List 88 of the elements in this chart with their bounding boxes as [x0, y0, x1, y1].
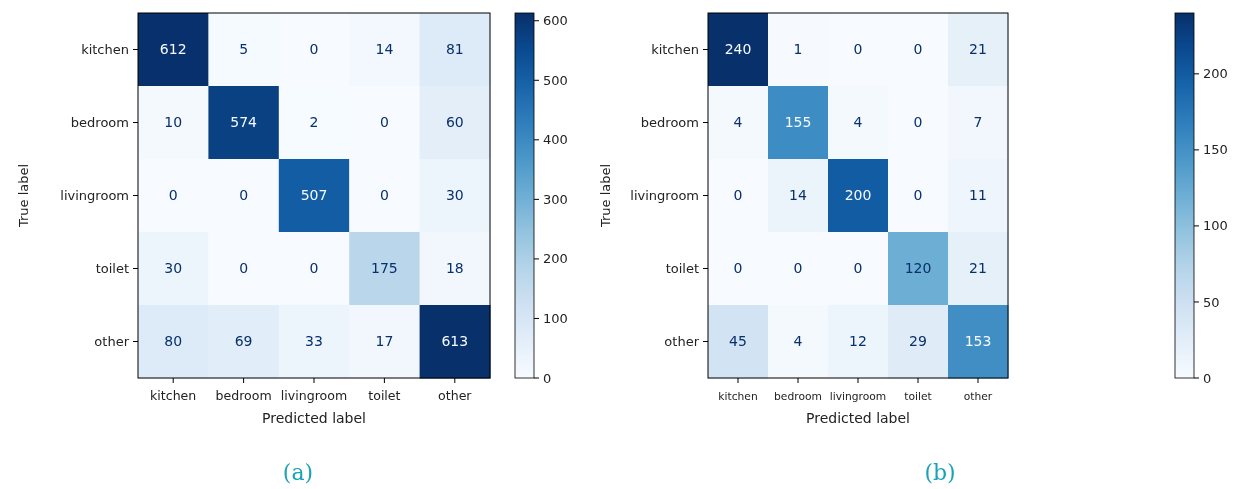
color-bar-label: 0	[1203, 370, 1212, 386]
data-label: 33	[305, 333, 323, 350]
color-bar-label: 200	[1203, 66, 1228, 82]
y-axis-title: True label	[16, 163, 31, 229]
data-label: 30	[164, 260, 183, 277]
data-label: 507	[300, 187, 328, 204]
data-label: 4	[733, 114, 743, 131]
data-label: 17	[375, 333, 394, 350]
color-bar-label: 200	[543, 251, 568, 267]
data-label: 30	[445, 187, 464, 204]
x-tick-label: livingroom	[280, 388, 348, 403]
data-label: 29	[909, 333, 927, 350]
y-tick-label: other	[94, 334, 130, 350]
x-tick-label: toilet	[904, 390, 932, 403]
y-tick-label: bedroom	[70, 115, 129, 131]
text: (a)	[282, 460, 314, 485]
color-bar-label: 150	[1203, 142, 1228, 158]
data-label: 0	[239, 187, 249, 204]
data-label: 153	[964, 333, 992, 350]
data-label: 0	[913, 187, 923, 204]
x-tick-label: kitchen	[718, 390, 758, 403]
color-bar-label: 600	[543, 13, 568, 29]
data-label: 0	[309, 41, 319, 58]
data-label: 613	[441, 333, 469, 350]
y-tick-label: livingroom	[630, 188, 699, 204]
data-label: 2	[309, 114, 319, 131]
data-label: 45	[729, 333, 747, 350]
color-bar-label: 100	[543, 311, 568, 327]
data-label: 0	[853, 260, 863, 277]
data-label: 0	[733, 187, 743, 204]
data-label: 612	[159, 41, 187, 58]
y-axis-title: True label	[598, 163, 613, 229]
data-label: 12	[849, 333, 867, 350]
data-label: 69	[234, 333, 253, 350]
data-label: 0	[733, 260, 743, 277]
data-label: 21	[969, 41, 987, 58]
x-tick-label: livingroom	[829, 390, 887, 403]
color-bar-label: 500	[543, 72, 568, 88]
data-label: 81	[445, 41, 464, 58]
x-axis-title: Predicted label	[261, 410, 367, 426]
data-label: 14	[375, 41, 394, 58]
data-label: 0	[379, 187, 389, 204]
y-tick-label: kitchen	[81, 42, 129, 58]
color-bar-label: 100	[1203, 218, 1228, 234]
y-tick-label: livingroom	[60, 188, 129, 204]
x-tick-label: bedroom	[774, 390, 822, 403]
data-label: 0	[379, 114, 389, 131]
data-label: 5	[239, 41, 249, 58]
data-label: 21	[969, 260, 987, 277]
data-label: 0	[309, 260, 319, 277]
data-label: 60	[445, 114, 464, 131]
data-label: 10	[164, 114, 183, 131]
data-label: 0	[168, 187, 178, 204]
y-tick-label: bedroom	[640, 115, 699, 131]
y-tick-label: toilet	[665, 261, 699, 277]
data-label: 11	[969, 187, 987, 204]
data-label: 0	[793, 260, 803, 277]
x-tick-label: kitchen	[150, 388, 197, 403]
data-label: 155	[784, 114, 812, 131]
data-label: 80	[164, 333, 183, 350]
data-label: 200	[844, 187, 872, 204]
data-label: 18	[445, 260, 464, 277]
x-tick-label: other	[438, 388, 473, 403]
data-label: 120	[904, 260, 932, 277]
data-label: 7	[973, 114, 983, 131]
data-label: 4	[853, 114, 863, 131]
color-bar-label: 0	[543, 370, 552, 386]
text: (b)	[924, 460, 956, 485]
x-axis-title: Predicted label	[805, 410, 911, 426]
data-label: 14	[789, 187, 807, 204]
color-bar-label: 50	[1203, 294, 1220, 310]
data-label: 1	[793, 41, 803, 58]
x-tick-label: toilet	[368, 388, 401, 403]
y-tick-label: other	[664, 334, 700, 350]
data-label: 0	[239, 260, 249, 277]
data-label: 4	[793, 333, 803, 350]
color-bar-label: 300	[543, 191, 568, 207]
data-label: 574	[230, 114, 258, 131]
y-tick-label: kitchen	[651, 42, 699, 58]
data-label: 0	[913, 114, 923, 131]
data-label: 175	[371, 260, 398, 277]
x-tick-label: other	[963, 390, 993, 403]
x-tick-label: bedroom	[215, 388, 272, 403]
data-label: 0	[913, 41, 923, 58]
data-label: 240	[724, 41, 752, 58]
y-tick-label: toilet	[95, 261, 129, 277]
color-bar-label: 400	[543, 132, 568, 148]
data-label: 0	[853, 41, 863, 58]
